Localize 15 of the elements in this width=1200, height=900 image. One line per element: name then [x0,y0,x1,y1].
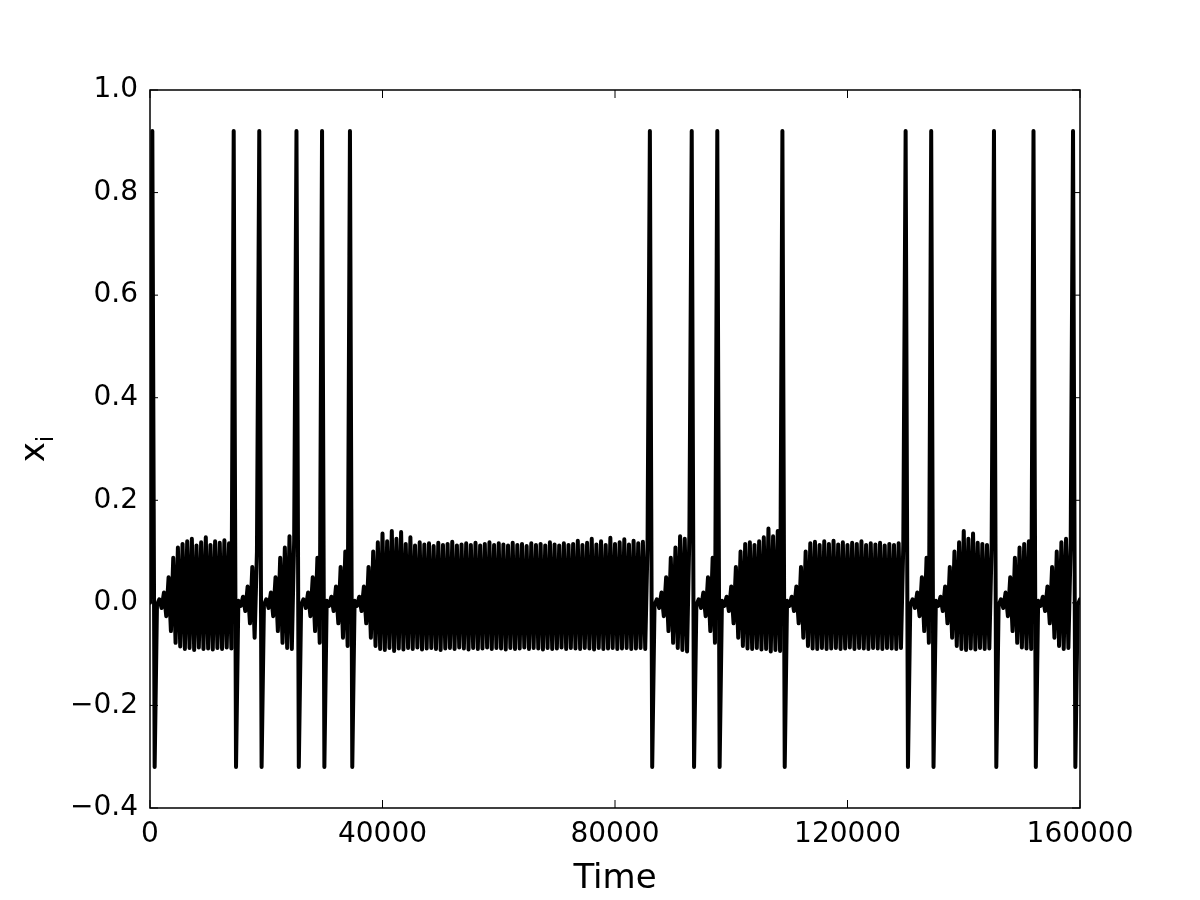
y-tick-label: 0.0 [93,584,138,618]
y-tick-label: 0.2 [93,481,138,515]
x-axis-title: Time [572,856,657,896]
y-tick-label: 0.8 [93,173,138,207]
y-tick-label: 0.4 [93,379,138,412]
x-tick-label: 120000 [794,816,901,850]
x-tick-label: 160000 [1026,816,1134,850]
y-tick-label: −0.4 [70,789,138,823]
x-tick-label: 80000 [570,816,660,850]
y-tick-label: −0.2 [70,686,138,720]
x-tick-label: 40000 [337,816,428,850]
y-tick-label: 1.0 [93,71,138,105]
y-axis-title: xi [12,435,59,463]
x-tick-label: 0 [141,816,159,850]
y-tick-label: 0.6 [93,276,138,310]
